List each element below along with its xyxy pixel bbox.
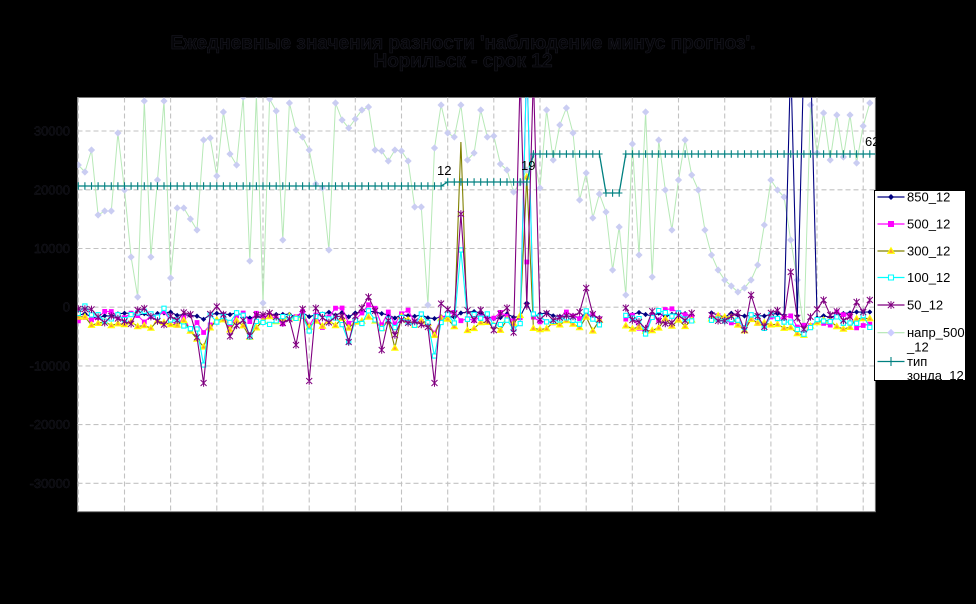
svg-text:12: 12: [437, 163, 451, 178]
svg-text:19: 19: [521, 158, 535, 173]
svg-text:Норильск - срок 12: Норильск - срок 12: [373, 51, 552, 72]
svg-text:напр_500: напр_500: [907, 325, 965, 340]
svg-text:100_12: 100_12: [907, 270, 950, 285]
svg-text:20000: 20000: [34, 182, 70, 197]
svg-text:Ежедневные значения разности ': Ежедневные значения разности 'наблюдение…: [171, 33, 756, 54]
svg-text:30000: 30000: [34, 124, 70, 139]
svg-text:-20000: -20000: [30, 417, 70, 432]
svg-text:0: 0: [63, 300, 70, 315]
svg-text:-10000: -10000: [30, 358, 70, 373]
svg-text:_12: _12: [906, 340, 929, 355]
svg-text:-30000: -30000: [30, 476, 70, 491]
svg-text:тип: тип: [907, 354, 927, 369]
svg-text:300_12: 300_12: [907, 244, 950, 259]
svg-text:10000: 10000: [34, 241, 70, 256]
svg-text:50_12: 50_12: [907, 298, 943, 313]
svg-text:62: 62: [865, 134, 879, 149]
svg-text:зонда_12: зонда_12: [907, 368, 964, 383]
svg-text:850_12: 850_12: [907, 190, 950, 205]
svg-text:500_12: 500_12: [907, 217, 950, 232]
